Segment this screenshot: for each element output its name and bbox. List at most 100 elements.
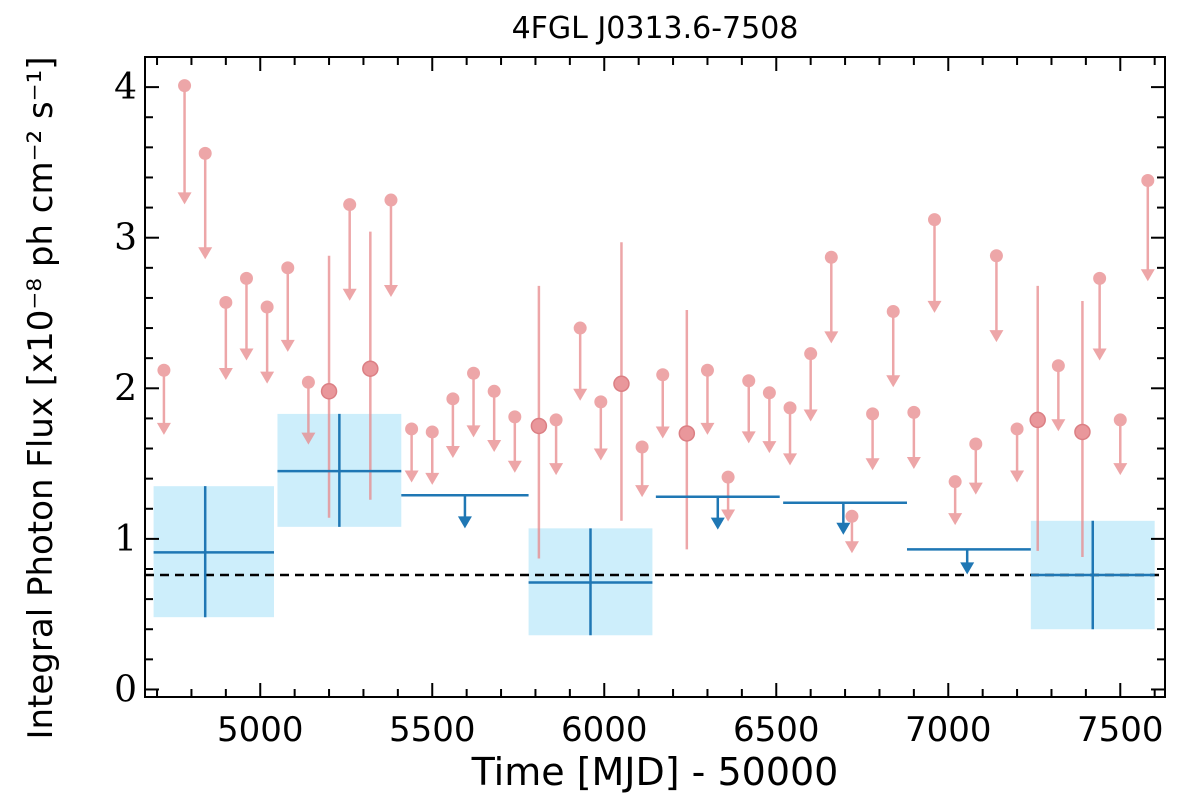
fine-ul-arrow-34	[968, 482, 983, 495]
x-axis-label: Time [MJD] - 50000	[471, 750, 839, 794]
y-tick-label: 4	[114, 67, 137, 108]
fine-ul-point-14	[487, 384, 501, 398]
fine-ul-point-12	[446, 392, 460, 406]
fine-ul-point-37	[1051, 359, 1065, 373]
y-tick-label: 1	[114, 519, 137, 560]
fine-ul-arrow-28	[844, 541, 859, 554]
fine-ul-point-26	[804, 347, 818, 361]
x-tick-label: 5500	[389, 710, 476, 750]
fine-ul-point-19	[635, 440, 649, 454]
y-tick-label: 3	[114, 218, 137, 259]
fine-ul-arrow-1	[177, 192, 192, 205]
fine-ul-point-32	[928, 213, 942, 227]
fine-det-point-3	[613, 375, 630, 393]
fine-ul-arrow-33	[948, 513, 963, 526]
fine-ul-arrow-31	[906, 457, 921, 470]
fine-ul-arrow-36	[1010, 470, 1025, 483]
fine-ul-arrow-12	[445, 446, 460, 459]
fine-ul-arrow-29	[865, 458, 880, 471]
fine-ul-point-31	[907, 405, 921, 419]
fine-ul-point-8	[343, 198, 357, 212]
fine-ul-point-38	[1093, 271, 1107, 285]
fine-ul-point-18	[594, 395, 608, 409]
fine-ul-point-2	[198, 146, 212, 160]
fine-ul-point-36	[1010, 422, 1024, 436]
fine-ul-point-16	[549, 413, 563, 427]
fine-det-point-6	[1074, 423, 1091, 441]
fine-ul-arrow-10	[404, 470, 419, 483]
fine-ul-arrow-8	[342, 288, 357, 301]
x-tick-label: 5000	[217, 710, 304, 750]
fine-ul-point-39	[1113, 413, 1127, 427]
fine-ul-arrow-0	[156, 422, 171, 435]
fine-ul-point-27	[824, 250, 838, 264]
fine-ul-point-13	[467, 366, 481, 380]
coarse-ul-arrow-2	[836, 522, 851, 535]
x-tick-label: 7000	[905, 710, 992, 750]
x-tick-label: 6000	[561, 710, 648, 750]
fine-ul-point-15	[508, 410, 522, 424]
fine-ul-arrow-4	[239, 348, 254, 361]
fine-ul-arrow-13	[466, 425, 481, 438]
x-tick-label: 7500	[1077, 710, 1164, 750]
fine-ul-arrow-40	[1140, 269, 1155, 282]
fine-ul-arrow-15	[507, 460, 522, 473]
fine-det-point-0	[320, 383, 338, 400]
fine-ul-arrow-30	[886, 375, 901, 388]
fine-ul-point-17	[573, 321, 587, 335]
fine-ul-point-35	[989, 249, 1003, 263]
fine-det-point-5	[1029, 411, 1046, 429]
coarse-ul-arrow-3	[960, 562, 975, 575]
fine-ul-arrow-22	[721, 509, 736, 522]
fine-ul-arrow-26	[803, 409, 818, 422]
y-tick-label: 2	[114, 368, 137, 409]
fine-ul-point-28	[845, 509, 859, 523]
fine-ul-point-3	[219, 295, 233, 309]
fine-ul-point-34	[969, 437, 983, 451]
fine-det-point-2	[530, 417, 548, 435]
coarse-ul-arrow-0	[457, 516, 472, 529]
x-tick-label: 6500	[733, 710, 820, 750]
y-tick-label: 0	[114, 669, 137, 710]
fine-ul-arrow-2	[198, 247, 213, 260]
fine-ul-arrow-21	[700, 422, 715, 435]
fine-ul-point-6	[281, 261, 295, 275]
fine-det-point-1	[362, 360, 379, 377]
fine-ul-point-21	[700, 363, 714, 377]
fine-ul-arrow-38	[1092, 348, 1107, 361]
plot-frame	[144, 56, 1166, 698]
fine-ul-point-23	[742, 374, 756, 388]
fine-ul-arrow-19	[635, 485, 650, 498]
fine-ul-arrow-16	[549, 463, 564, 476]
fine-ul-point-9	[384, 193, 398, 207]
fine-series	[156, 79, 1155, 559]
plot-area: 0 1 2 3 4 5000 5500 6000 6500 7000 7500	[114, 56, 1166, 750]
fine-ul-arrow-9	[383, 285, 398, 298]
fine-ul-arrow-25	[783, 453, 798, 466]
fine-ul-arrow-35	[989, 330, 1004, 343]
fine-ul-arrow-3	[218, 367, 233, 380]
fine-ul-arrow-18	[593, 448, 608, 461]
fine-ul-point-0	[157, 363, 171, 377]
fine-ul-point-22	[721, 470, 735, 484]
fine-ul-point-33	[948, 475, 962, 489]
fine-ul-arrow-27	[824, 331, 839, 344]
fine-ul-arrow-23	[741, 431, 756, 444]
fine-ul-point-11	[425, 425, 439, 439]
fine-ul-arrow-20	[655, 426, 670, 439]
fine-ul-point-1	[178, 79, 192, 93]
fine-ul-point-4	[239, 271, 253, 285]
fine-ul-point-20	[656, 368, 670, 382]
fine-det-point-4	[678, 425, 696, 442]
fine-ul-arrow-17	[573, 388, 588, 401]
chart-title: 4FGL J0313.6-7508	[512, 11, 799, 46]
fine-ul-point-5	[260, 300, 274, 314]
fine-ul-point-25	[783, 401, 797, 415]
coarse-ul-arrow-1	[710, 517, 725, 530]
fine-ul-arrow-37	[1051, 419, 1066, 432]
y-axis-label: Integral Photon Flux [x10⁻⁸ ph cm⁻² s⁻¹]	[21, 56, 61, 739]
fine-ul-point-10	[405, 422, 419, 436]
fine-ul-arrow-6	[280, 339, 295, 352]
fine-ul-arrow-7	[301, 432, 316, 445]
